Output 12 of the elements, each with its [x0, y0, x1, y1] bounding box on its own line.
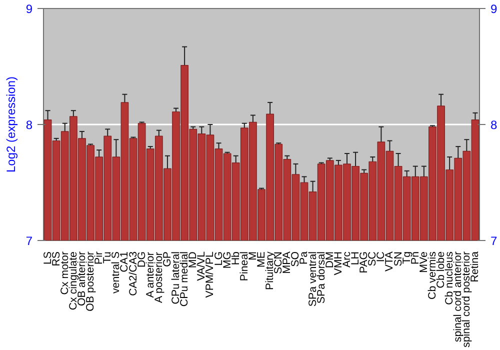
y-tick-label: 7 — [26, 234, 33, 248]
x-tick-label: OB posterior — [84, 251, 97, 312]
x-tick-label: Tg — [400, 251, 413, 264]
y2-tick-label: 8 — [490, 118, 498, 132]
y-tick-label: 8 — [26, 118, 33, 132]
y-tick-label: 9 — [26, 2, 33, 16]
x-tick-label: Retina — [469, 251, 482, 282]
y2-tick-label: 7 — [490, 234, 498, 248]
x-tick-label: A posterior — [152, 252, 165, 304]
y-axis-title: Log2 (expression) — [4, 76, 18, 173]
y2-tick-label: 9 — [490, 2, 498, 16]
x-tick-label: RS — [50, 251, 62, 266]
